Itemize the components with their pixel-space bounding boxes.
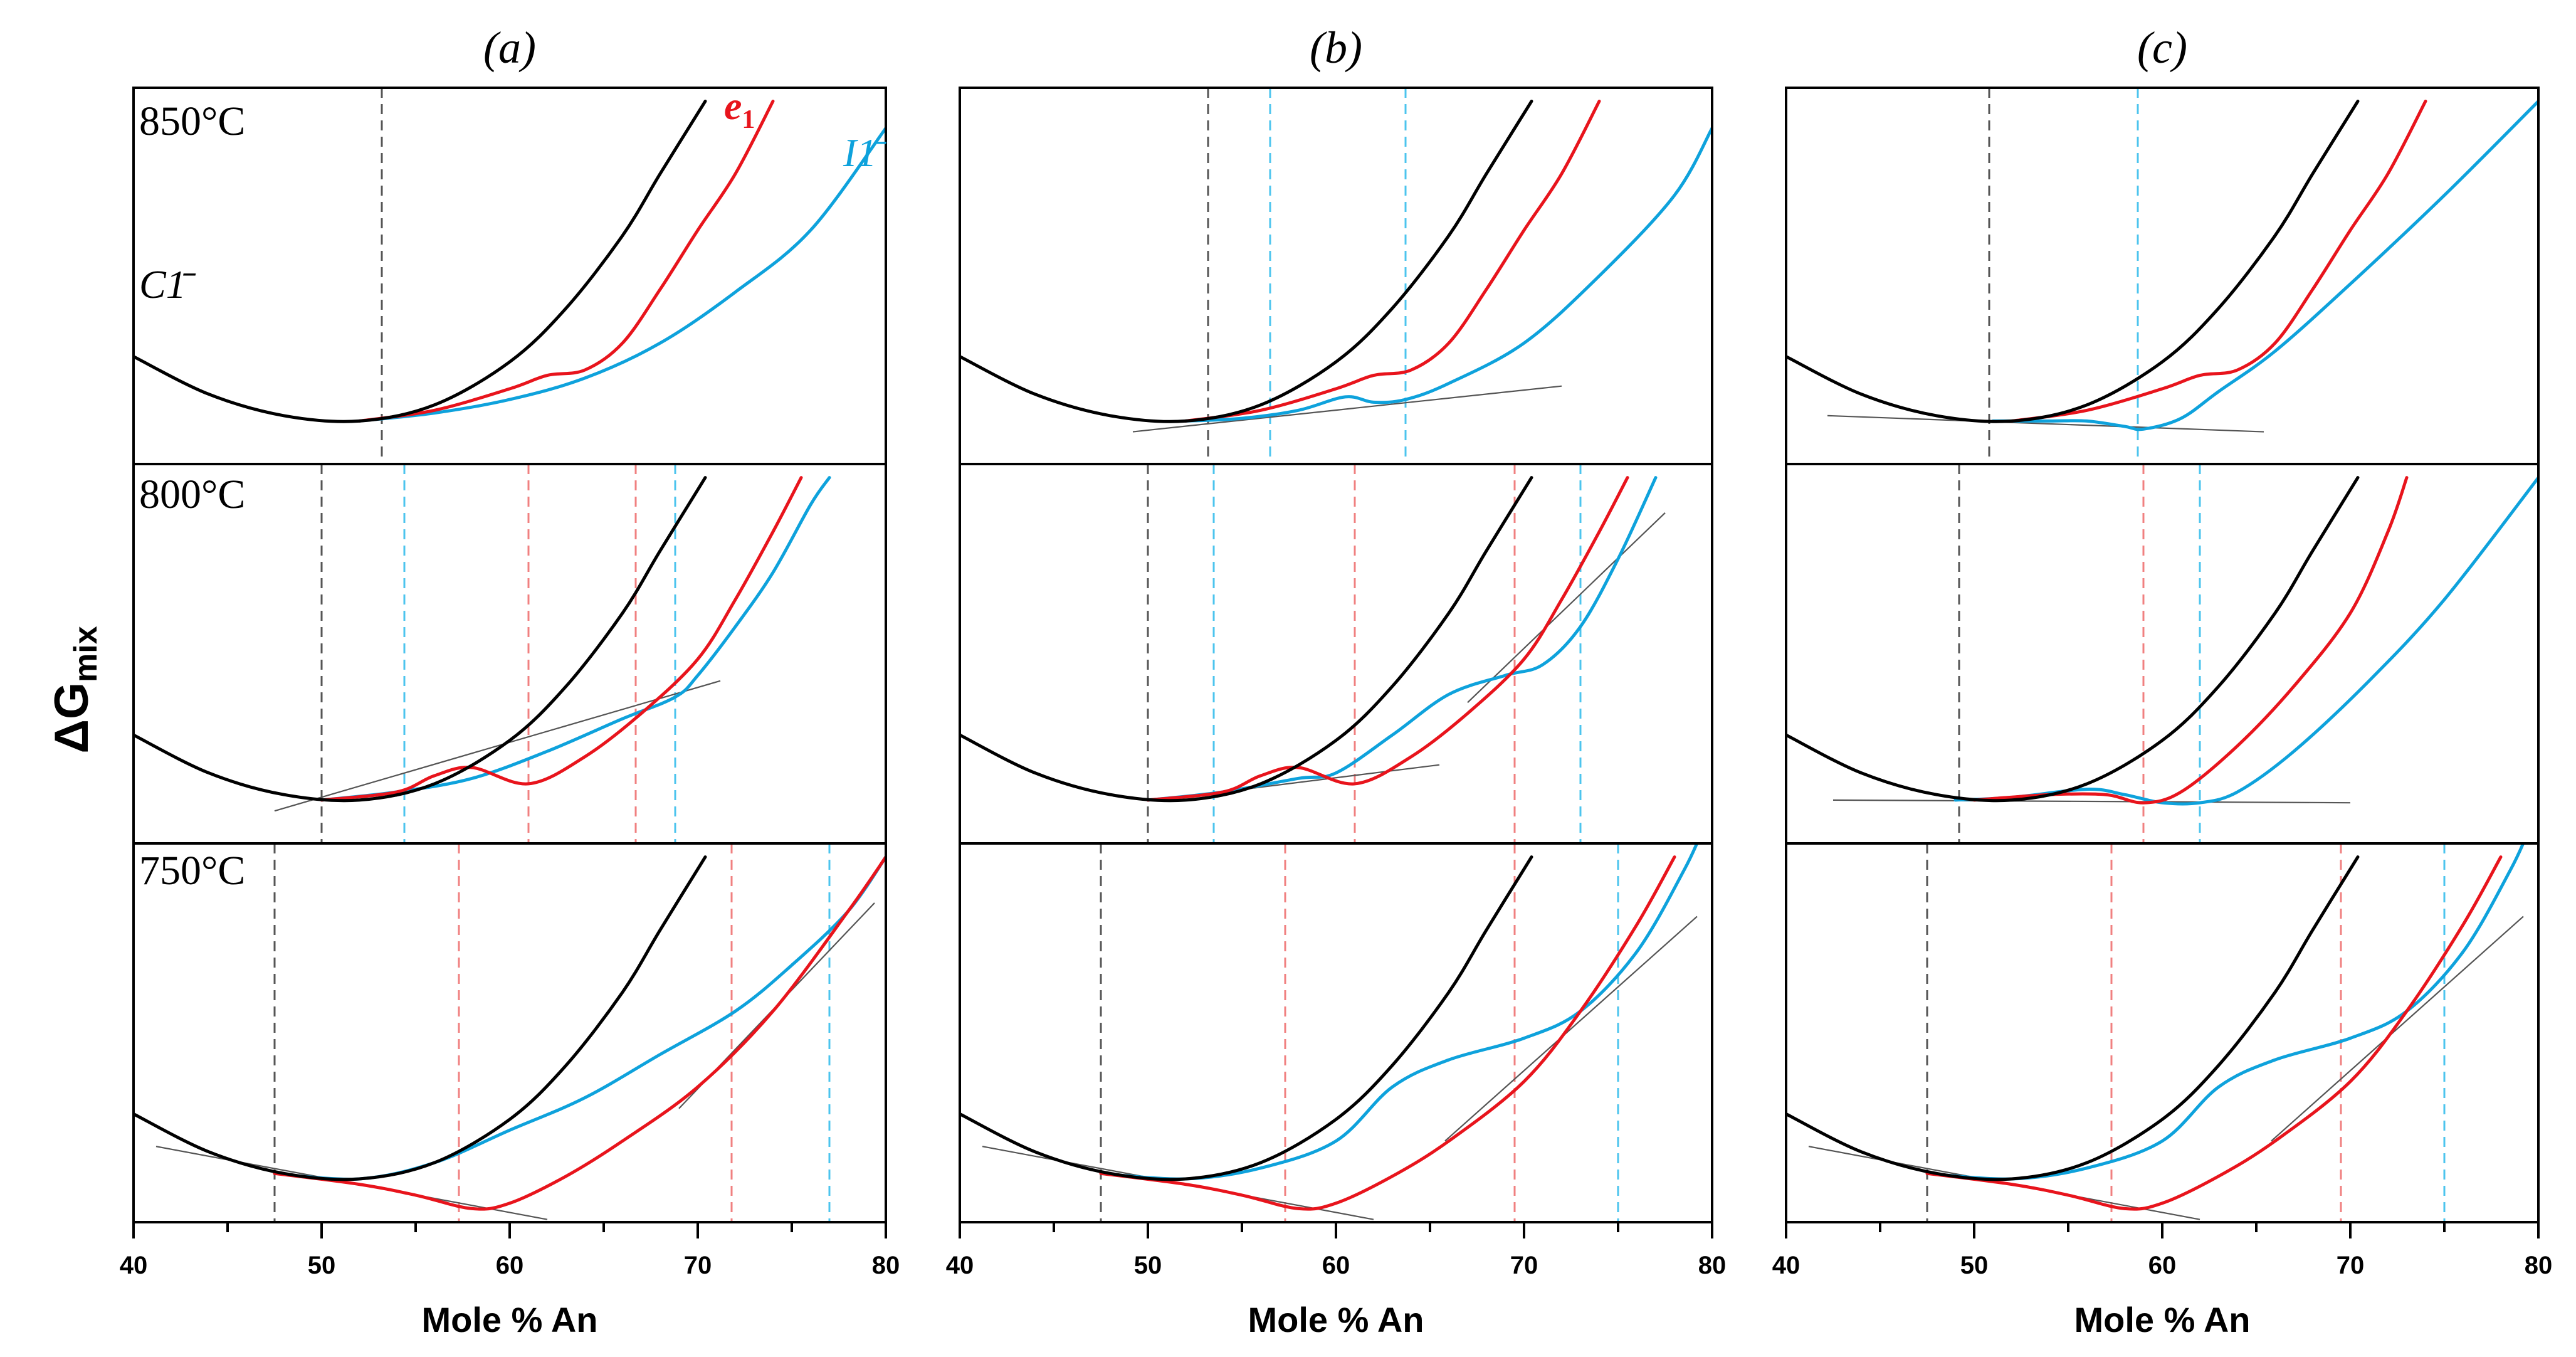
column-label-b: (b): [1310, 23, 1362, 73]
panel-c-750: [1785, 842, 2540, 1223]
plot-area: [960, 464, 1666, 843]
tangent-line: [1132, 385, 1562, 433]
tangent-line: [1467, 512, 1666, 704]
plot-area: [960, 88, 1712, 464]
curve-e1: [1099, 855, 1676, 1211]
svg-text:ΔGmix: ΔGmix: [45, 626, 104, 753]
x-axis-b: 40 50 60 70 80: [946, 1222, 1727, 1279]
curve-i1: [1991, 99, 2538, 431]
x-tick-label: 50: [1134, 1252, 1162, 1279]
curve-e1: [357, 99, 775, 423]
panel-b-750: [959, 842, 1713, 1223]
temperature-label-750: 750°C: [139, 848, 245, 894]
curve-i1: [1953, 476, 2538, 806]
plot-area: [1786, 464, 2538, 843]
panel-c-800: [1785, 463, 2540, 845]
curve-e1: [1184, 99, 1601, 423]
x-tick-label: 70: [2337, 1252, 2365, 1279]
phase-label-e1: e1: [724, 83, 755, 134]
panel-a-850: [132, 87, 887, 465]
curve-e1: [1925, 855, 2503, 1211]
x-tick-label: 60: [2148, 1252, 2177, 1279]
y-axis-title-main: ΔG: [45, 682, 98, 754]
x-tick-label: 70: [684, 1252, 712, 1279]
curve-i1: [273, 855, 886, 1181]
temperature-label-850: 850°C: [139, 98, 245, 144]
curve-c1: [1786, 476, 2360, 803]
x-tick-label: 80: [872, 1252, 900, 1279]
plot-area: [960, 843, 1699, 1222]
x-axis-a: 40 50 60 70 80: [120, 1222, 900, 1279]
curve-c1: [1786, 99, 2360, 423]
phase-label-e1-subscript: 1: [742, 105, 755, 134]
phase-label-e1-main: e: [724, 83, 742, 128]
column-label-a: (a): [483, 23, 536, 73]
x-axis-c: 40 50 60 70 80: [1772, 1222, 2553, 1279]
x-tick-label: 60: [1322, 1252, 1350, 1279]
panel-a-750: [132, 842, 887, 1223]
curve-e1: [320, 476, 803, 802]
curve-c1: [960, 855, 1533, 1181]
temperature-label-800: 800°C: [139, 472, 245, 517]
tangent-line: [2271, 916, 2524, 1142]
plot-area: [1786, 88, 2538, 464]
curve-i1: [1925, 843, 2525, 1181]
curve-i1: [1146, 476, 1658, 802]
curve-i1: [1099, 843, 1699, 1181]
phase-label-c1: C1̄: [139, 262, 196, 307]
plot-area: [134, 464, 831, 843]
panel-b-800: [959, 463, 1713, 845]
x-tick-label: 40: [946, 1252, 974, 1279]
curve-c1: [960, 476, 1533, 803]
column-label-c: (c): [2137, 23, 2187, 73]
panel-b-850: [959, 87, 1713, 465]
x-tick-label: 70: [1510, 1252, 1538, 1279]
plot-area: [134, 88, 886, 464]
plot-area: [1786, 843, 2525, 1222]
panel-a-800: [132, 463, 887, 845]
tangent-line: [1832, 799, 2351, 804]
x-tick-label: 50: [308, 1252, 336, 1279]
x-tick-label: 80: [1698, 1252, 1727, 1279]
tangent-line: [1827, 414, 2264, 433]
curve-c1: [1786, 855, 2360, 1181]
x-tick-label: 40: [1772, 1252, 1801, 1279]
x-tick-label: 40: [120, 1252, 148, 1279]
y-axis-title-subscript: mix: [68, 626, 104, 682]
tangent-line: [274, 680, 721, 812]
curve-c1: [134, 855, 707, 1181]
x-axis-title-a: Mole % An: [421, 1300, 597, 1339]
curve-e1: [1146, 476, 1629, 802]
curve-e1: [1972, 476, 2409, 805]
curve-i1: [1184, 126, 1712, 423]
panel-c-850: [1785, 87, 2540, 465]
x-tick-label: 60: [496, 1252, 524, 1279]
plot-area: [134, 843, 886, 1222]
curve-e1: [273, 855, 886, 1211]
x-tick-label: 80: [2525, 1252, 2553, 1279]
x-axis-title-c: Mole % An: [2074, 1300, 2250, 1339]
y-axis-title: ΔGmix: [45, 626, 104, 753]
tangent-line: [1444, 916, 1698, 1142]
curve-i1: [320, 476, 831, 802]
curve-i1: [357, 126, 886, 423]
curve-e1: [2010, 99, 2427, 423]
x-axis-title-b: Mole % An: [1248, 1300, 1424, 1339]
curve-c1: [134, 99, 707, 423]
curve-c1: [960, 99, 1533, 423]
curve-c1: [134, 476, 707, 803]
x-tick-label: 50: [1960, 1252, 1989, 1279]
